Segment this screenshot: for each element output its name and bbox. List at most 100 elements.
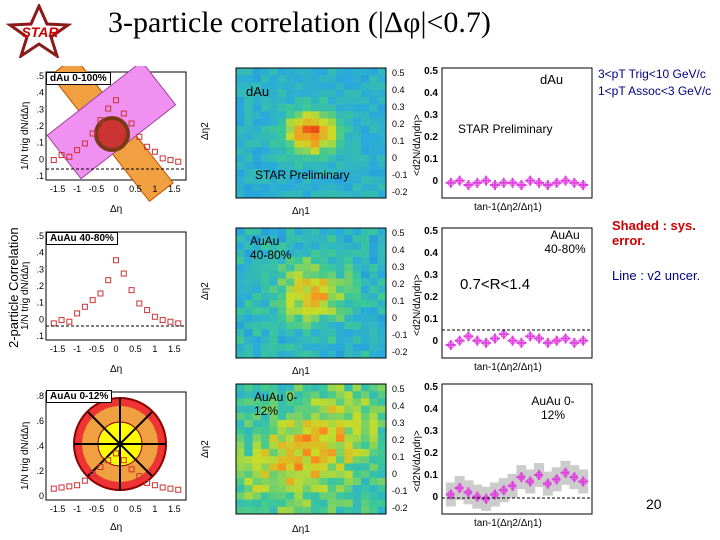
heatmap-cell <box>336 176 345 184</box>
heatmap-cell <box>352 398 362 406</box>
heatmap-cell <box>377 456 387 464</box>
heatmap-cell <box>261 449 270 457</box>
heatmap-cell <box>302 264 312 272</box>
left-plot-auau012-xticks: -1.5 -1 -0.5 0 0.5 1 1.5 <box>50 504 181 514</box>
heatmap-cell <box>261 336 270 344</box>
left-x-label-1: Δη <box>110 204 123 215</box>
heatmap-cell <box>244 242 253 250</box>
y-tick-label: 0.3 <box>424 426 438 437</box>
heatmap-cell <box>277 235 287 243</box>
right-plot-dau-label: dAu <box>540 72 564 87</box>
y-tick-label: 0.2 <box>36 121 44 131</box>
colorbar-tick-label: 0 <box>392 313 397 323</box>
heatmap-cell <box>344 391 353 399</box>
heatmap-cell <box>352 235 362 243</box>
heatmap-cell <box>269 293 278 301</box>
heatmap-cell <box>311 307 320 315</box>
heatmap-cell <box>252 398 262 406</box>
heatmap-cell <box>311 321 320 330</box>
heatmap-cell <box>319 89 328 98</box>
heatmap-cell <box>294 125 303 134</box>
heatmap-cell <box>261 506 270 515</box>
heatmap-cell <box>361 190 370 199</box>
heatmap-cell <box>361 147 370 155</box>
heatmap-cell <box>352 75 362 83</box>
heatmap-cell <box>344 384 353 392</box>
heatmap-cell <box>302 391 312 399</box>
heatmap-cell <box>327 384 337 392</box>
heatmap-cell <box>269 343 278 352</box>
heatmap-cell <box>244 271 253 279</box>
heatmap-cell <box>361 242 370 250</box>
heatmap-cell <box>336 434 345 443</box>
heatmap-cell <box>327 391 337 399</box>
heatmap-cell <box>294 118 303 127</box>
heatmap-cell <box>277 82 287 90</box>
heatmap-cell <box>294 499 303 508</box>
right-y-label-2: <d2N/dΔηdη> <box>412 274 423 336</box>
y-tick-label: 0.4 <box>36 88 44 98</box>
heatmap-cell <box>302 499 312 508</box>
heatmap-cell <box>244 420 253 428</box>
heatmap-cell <box>352 477 362 486</box>
heatmap-cell <box>311 68 320 76</box>
heatmap-cell <box>319 293 328 301</box>
heatmap-cell <box>261 161 270 170</box>
heatmap-cell <box>261 463 270 471</box>
heatmap-cell <box>352 499 362 508</box>
right-plot-dau-markers <box>445 175 589 190</box>
heatmap-cell <box>311 242 320 250</box>
heatmap-cell <box>344 343 353 352</box>
heatmap-cell <box>252 147 262 155</box>
heatmap-frame <box>235 383 387 515</box>
heatmap-cell <box>302 228 312 236</box>
heatmap-cell <box>236 235 245 243</box>
heatmap-cell <box>261 249 270 258</box>
heatmap-cell <box>269 506 278 515</box>
y-tick-label: 0 <box>432 336 438 347</box>
heatmap-cell <box>369 343 378 352</box>
heatmap-cell <box>377 242 387 250</box>
heatmap-cell <box>294 391 303 399</box>
heatmap-cell <box>319 405 328 414</box>
heatmap-cell <box>277 68 287 76</box>
heatmap-cell <box>294 89 303 98</box>
heatmap-cell <box>352 89 362 98</box>
heatmap-cell <box>311 256 320 265</box>
x-tick-label: 1 <box>152 504 157 514</box>
heatmap-cell <box>269 485 278 493</box>
heatmap-cell <box>352 264 362 272</box>
heatmap-cell <box>286 104 295 112</box>
y-tick-label: 0.5 <box>36 231 44 241</box>
heatmap-cell <box>252 161 262 170</box>
heatmap-cell <box>286 68 295 76</box>
heatmap-cell <box>377 405 387 414</box>
heatmap-cell <box>236 125 245 134</box>
heatmap-cell <box>294 506 303 515</box>
heatmap-cell <box>377 398 387 406</box>
heatmap-cell <box>302 420 312 428</box>
heatmap-cell <box>377 104 387 112</box>
heatmap-cell <box>269 111 278 119</box>
heatmap-cell <box>327 111 337 119</box>
heatmap-cell <box>352 321 362 330</box>
heatmap-cell <box>344 336 353 344</box>
heatmap-cell <box>286 125 295 134</box>
heatmap-cell <box>294 463 303 471</box>
heatmap-cell <box>269 307 278 315</box>
heatmap-cell <box>377 329 387 337</box>
heatmap-cell <box>286 343 295 352</box>
heatmap-cell <box>369 228 378 236</box>
heatmap-cell <box>327 420 337 428</box>
heatmap-cell <box>352 104 362 112</box>
data-point <box>175 486 182 493</box>
y-tick-label: 0.2 <box>424 448 438 459</box>
left-plot-auau4080: 0.5 0.4 0.3 0.2 0.1 0 -0.1 -1.5 -1 -0.5 0 0.5 1 1.5 <box>36 231 187 354</box>
heatmap-cell <box>327 321 337 330</box>
heatmap-cell <box>311 176 320 184</box>
heatmap-cell <box>286 183 295 192</box>
heatmap-cell <box>327 293 337 301</box>
data-point <box>105 105 112 112</box>
colorbar-tick-label: -0.2 <box>392 187 408 197</box>
right-plot-dau: 0.5 0.4 0.3 0.2 0.1 0 <box>424 66 593 199</box>
